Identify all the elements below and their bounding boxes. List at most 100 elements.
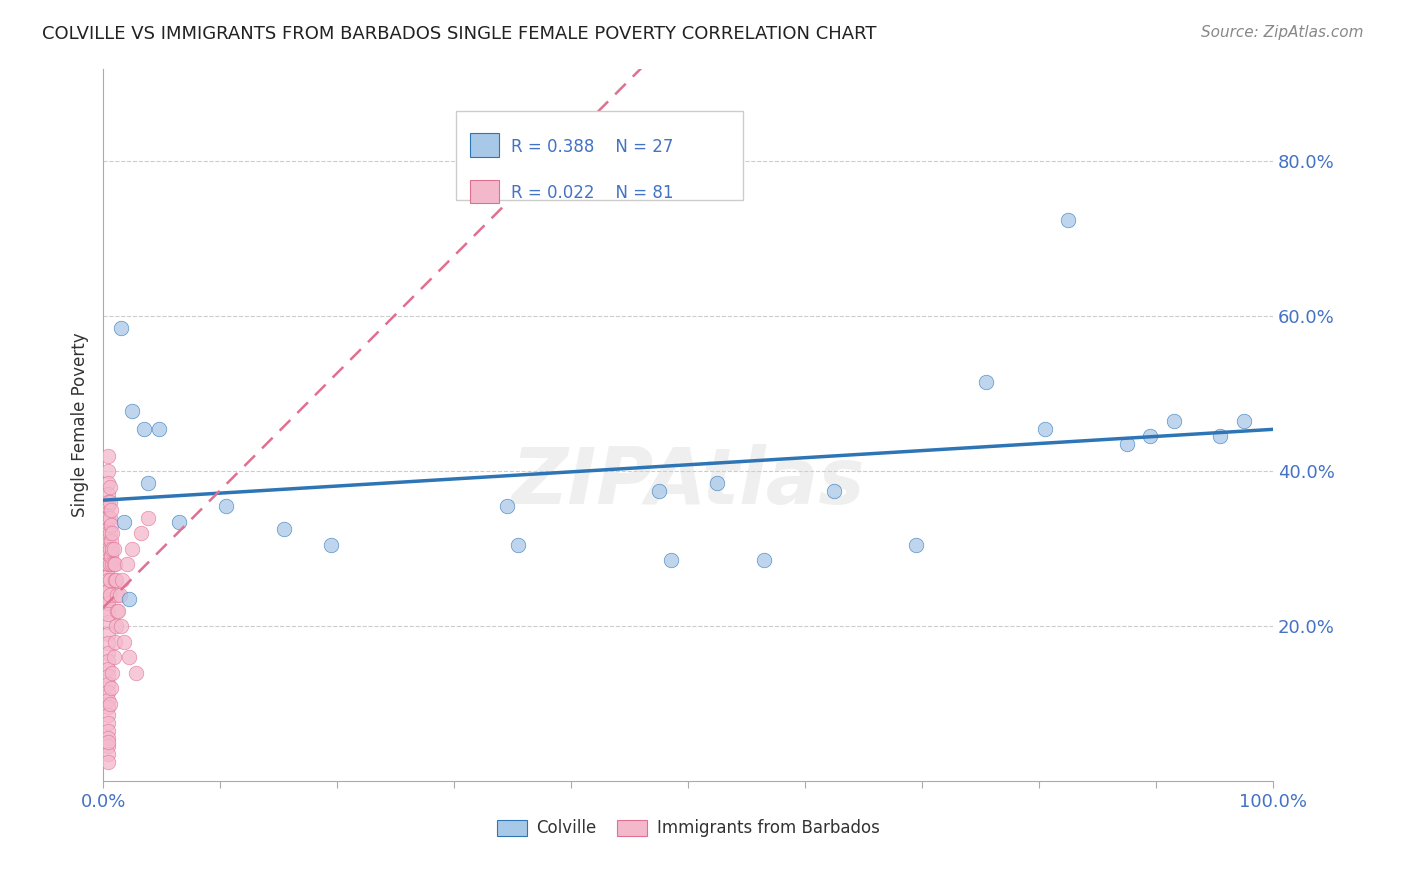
Point xyxy=(97,715,120,730)
Point xyxy=(97,731,120,746)
Point xyxy=(98,697,121,711)
Point xyxy=(167,515,190,529)
Point xyxy=(98,588,121,602)
Point xyxy=(97,685,120,699)
Point xyxy=(97,510,120,524)
Point xyxy=(976,375,998,389)
Point xyxy=(118,650,141,665)
Point xyxy=(495,499,517,513)
Legend: Colville, Immigrants from Barbados: Colville, Immigrants from Barbados xyxy=(489,813,886,844)
Point xyxy=(97,636,120,650)
Point xyxy=(100,681,122,695)
Point xyxy=(706,475,728,490)
Point xyxy=(1163,414,1185,428)
Point xyxy=(97,541,120,556)
Point xyxy=(98,510,121,524)
Point xyxy=(132,422,155,436)
Point xyxy=(1057,212,1080,227)
Point xyxy=(97,557,120,571)
Point xyxy=(97,510,120,524)
Point xyxy=(508,538,530,552)
Point xyxy=(101,557,124,571)
Y-axis label: Single Female Poverty: Single Female Poverty xyxy=(72,333,89,517)
Point xyxy=(97,495,120,509)
Point xyxy=(104,573,127,587)
Point xyxy=(103,557,125,571)
Point xyxy=(104,634,127,648)
Point xyxy=(101,526,124,541)
Point xyxy=(97,526,120,541)
Point xyxy=(97,596,120,610)
Point xyxy=(97,584,120,599)
Point xyxy=(97,487,120,501)
Point xyxy=(97,522,120,536)
Point xyxy=(105,604,128,618)
Point xyxy=(118,592,141,607)
Point xyxy=(100,533,122,548)
Point xyxy=(100,503,122,517)
Point xyxy=(104,557,127,571)
Point xyxy=(659,553,682,567)
Point xyxy=(98,573,121,587)
Point xyxy=(98,526,121,541)
Point xyxy=(115,557,138,571)
Point xyxy=(97,669,120,683)
Point xyxy=(136,475,159,490)
Point xyxy=(648,483,671,498)
Point xyxy=(97,573,120,587)
Point xyxy=(1209,429,1232,443)
Text: ZIPAtlas: ZIPAtlas xyxy=(512,443,865,520)
Point xyxy=(97,580,120,594)
Point xyxy=(752,553,775,567)
Point xyxy=(105,588,128,602)
Point xyxy=(97,533,120,548)
Point xyxy=(97,708,120,723)
Point xyxy=(97,449,120,463)
Point xyxy=(97,615,120,630)
Point xyxy=(98,541,121,556)
Point xyxy=(97,475,120,490)
Point xyxy=(101,541,124,556)
Point xyxy=(97,604,120,618)
Point xyxy=(97,735,120,749)
Point xyxy=(97,677,120,691)
Point xyxy=(98,480,121,494)
Point xyxy=(101,665,124,680)
Point xyxy=(97,545,120,559)
Point xyxy=(273,522,295,536)
Point xyxy=(1139,429,1161,443)
Point xyxy=(105,573,128,587)
Point xyxy=(97,627,120,641)
Point xyxy=(112,634,135,648)
Point xyxy=(125,665,148,680)
Point xyxy=(97,499,120,513)
Point xyxy=(110,619,132,633)
Point xyxy=(97,700,120,714)
Point xyxy=(129,526,152,541)
Point xyxy=(97,654,120,668)
Point xyxy=(98,495,121,509)
Point xyxy=(110,321,132,335)
Point xyxy=(97,592,120,607)
Text: R = 0.388    N = 27: R = 0.388 N = 27 xyxy=(512,138,673,156)
Point xyxy=(112,515,135,529)
Point xyxy=(1233,414,1256,428)
Point xyxy=(103,541,125,556)
Point xyxy=(1033,422,1056,436)
Point xyxy=(100,549,122,564)
Point xyxy=(100,518,122,533)
Point xyxy=(97,557,120,571)
Point xyxy=(111,573,134,587)
Point xyxy=(905,538,928,552)
Point xyxy=(97,464,120,478)
Point xyxy=(97,755,120,769)
Point xyxy=(121,404,143,418)
Point xyxy=(97,739,120,753)
Point xyxy=(97,723,120,738)
Point xyxy=(148,422,170,436)
Point xyxy=(97,607,120,622)
Point xyxy=(121,541,143,556)
FancyBboxPatch shape xyxy=(471,180,499,203)
Text: R = 0.022    N = 81: R = 0.022 N = 81 xyxy=(512,185,673,202)
Text: COLVILLE VS IMMIGRANTS FROM BARBADOS SINGLE FEMALE POVERTY CORRELATION CHART: COLVILLE VS IMMIGRANTS FROM BARBADOS SIN… xyxy=(42,25,877,43)
